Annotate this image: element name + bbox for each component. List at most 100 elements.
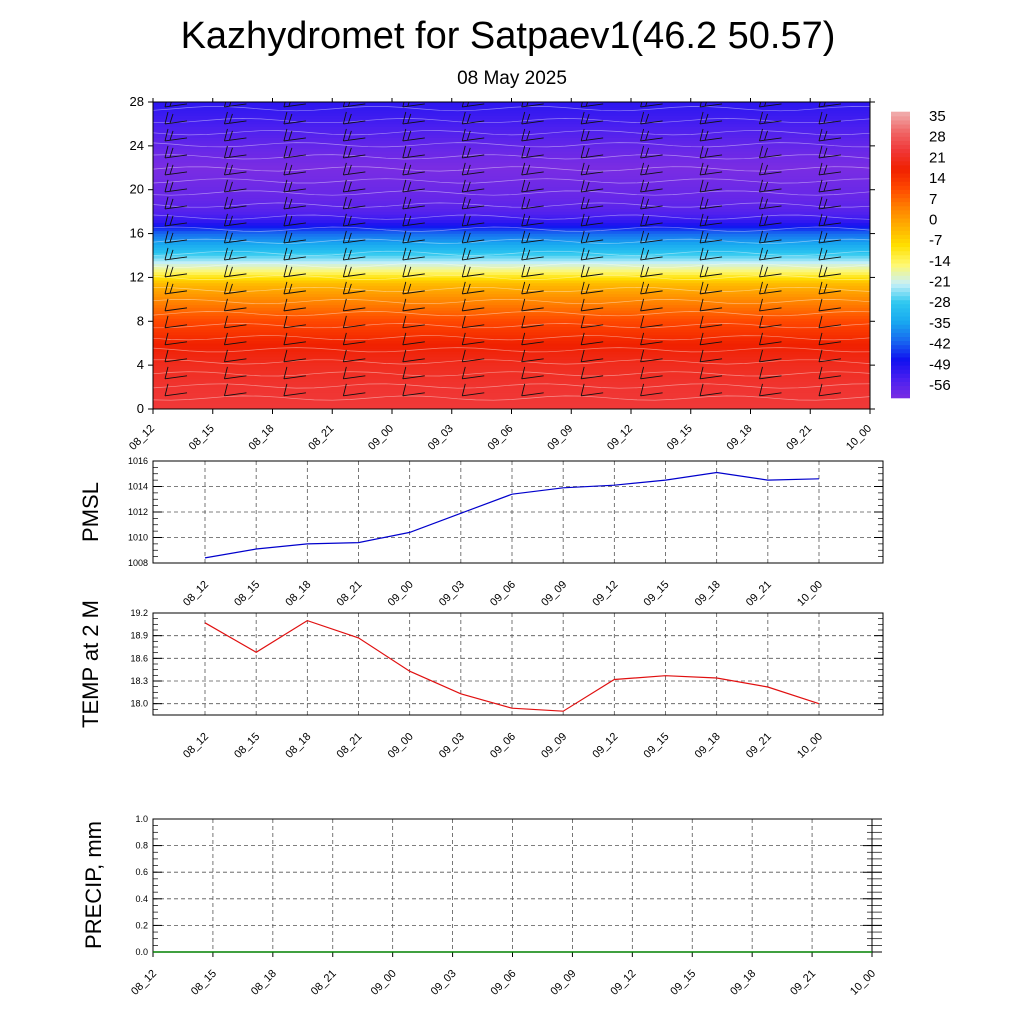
heatmap-xtick-label: 08_12 xyxy=(127,423,157,453)
colorbar-tick-label: -35 xyxy=(929,315,951,332)
xtick-label: 09_12 xyxy=(590,579,620,609)
y-axis-label: TEMP at 2 M xyxy=(78,600,103,728)
ytick-label: 0.2 xyxy=(135,920,148,930)
ytick-label: 18.6 xyxy=(130,653,148,663)
xtick-label: 09_06 xyxy=(488,731,518,761)
xtick-label: 09_00 xyxy=(386,579,416,609)
chart-title: Kazhydromet for Satpaev1(46.2 50.57) xyxy=(181,15,836,57)
colorbar-swatch xyxy=(891,230,910,235)
colorbar-swatch xyxy=(891,304,910,309)
xtick-label: 09_00 xyxy=(369,968,399,998)
xtick-label: 08_12 xyxy=(129,968,159,998)
xtick-label: 09_06 xyxy=(488,579,518,609)
colorbar-swatch xyxy=(891,361,910,366)
colorbar-swatch xyxy=(891,381,910,386)
y-axis-label: PRECIP, mm xyxy=(81,821,106,949)
heatmap-xtick-label: 09_03 xyxy=(426,423,456,453)
colorbar-swatch xyxy=(891,238,910,243)
colorbar-tick-label: -42 xyxy=(929,336,951,353)
xtick-label: 09_03 xyxy=(437,731,467,761)
xtick-label: 08_12 xyxy=(181,731,211,761)
heatmap-xtick-label: 08_15 xyxy=(187,423,217,453)
colorbar-tick-label: -56 xyxy=(929,377,951,394)
colorbar-swatch xyxy=(891,161,910,166)
heatmap-ytick-label: 0 xyxy=(137,401,144,416)
colorbar-swatch xyxy=(891,185,910,190)
colorbar-swatch xyxy=(891,226,910,231)
colorbar-tick-label: -14 xyxy=(929,253,951,270)
colorbar-swatch xyxy=(891,259,910,264)
ytick-label: 1010 xyxy=(128,533,148,543)
wind-barb xyxy=(878,95,900,107)
colorbar-swatch xyxy=(891,357,910,362)
colorbar-swatch xyxy=(891,296,910,301)
xtick-label: 09_09 xyxy=(539,579,569,609)
xtick-label: 09_03 xyxy=(437,579,467,609)
xtick-label: 08_18 xyxy=(283,579,313,609)
colorbar-swatch xyxy=(891,271,910,276)
colorbar-swatch xyxy=(891,202,910,207)
colorbar-swatch xyxy=(891,287,910,292)
ytick-label: 18.9 xyxy=(130,631,148,641)
colorbar-swatch xyxy=(891,210,910,215)
colorbar-swatch xyxy=(891,267,910,272)
colorbar-swatch xyxy=(891,300,910,305)
colorbar-swatch xyxy=(891,349,910,354)
ytick-label: 18.0 xyxy=(130,699,148,709)
xtick-label: 08_12 xyxy=(181,579,211,609)
colorbar-swatch xyxy=(891,206,910,211)
ytick-label: 1012 xyxy=(128,507,148,517)
colorbar-tick-label: -49 xyxy=(929,356,951,373)
xtick-label: 09_15 xyxy=(668,968,698,998)
colorbar-swatch xyxy=(891,242,910,247)
colorbar-swatch xyxy=(891,279,910,284)
colorbar-swatch xyxy=(891,234,910,239)
heatmap-ytick-label: 8 xyxy=(137,313,144,328)
colorbar-swatch xyxy=(891,369,910,374)
colorbar-swatch xyxy=(891,140,910,145)
ytick-label: 1.0 xyxy=(135,814,148,824)
ytick-label: 0.0 xyxy=(135,947,148,957)
colorbar-swatch xyxy=(891,345,910,350)
colorbar-swatch xyxy=(891,275,910,280)
colorbar-swatch xyxy=(891,283,910,288)
xtick-label: 09_09 xyxy=(548,968,578,998)
panel-grid xyxy=(153,819,872,952)
colorbar-swatch xyxy=(891,365,910,370)
xtick-label: 10_00 xyxy=(795,731,825,761)
xtick-label: 09_00 xyxy=(386,731,416,761)
colorbar-swatch xyxy=(891,198,910,203)
panel-grid xyxy=(153,461,883,563)
colorbar-swatch xyxy=(891,341,910,346)
heatmap-ytick-label: 12 xyxy=(130,269,144,284)
xtick-label: 09_18 xyxy=(693,579,723,609)
heatmap-xtick-label: 09_06 xyxy=(486,423,516,453)
xtick-label: 09_03 xyxy=(429,968,459,998)
colorbar-swatch xyxy=(891,153,910,158)
colorbar-tick-label: -28 xyxy=(929,294,951,311)
colorbar-swatch xyxy=(891,222,910,227)
colorbar-swatch xyxy=(891,316,910,321)
colorbar-swatch xyxy=(891,148,910,153)
colorbar-swatch xyxy=(891,312,910,317)
colorbar-swatch xyxy=(891,251,910,256)
colorbar-swatch xyxy=(891,165,910,170)
colorbar-swatch xyxy=(891,128,910,133)
colorbar-swatch xyxy=(891,320,910,325)
colorbar-swatch xyxy=(891,193,910,198)
ytick-label: 19.2 xyxy=(130,608,148,618)
colorbar-swatch xyxy=(891,136,910,141)
colorbar-swatch xyxy=(891,116,910,121)
colorbar-swatch xyxy=(891,255,910,260)
xtick-label: 09_21 xyxy=(788,968,818,998)
colorbar-swatch xyxy=(891,247,910,252)
colorbar-swatch xyxy=(891,144,910,149)
colorbar-swatch xyxy=(891,189,910,194)
xtick-label: 09_09 xyxy=(539,731,569,761)
ytick-label: 1016 xyxy=(128,456,148,466)
colorbar-swatch xyxy=(891,169,910,174)
heatmap-xtick-label: 09_21 xyxy=(784,423,814,453)
